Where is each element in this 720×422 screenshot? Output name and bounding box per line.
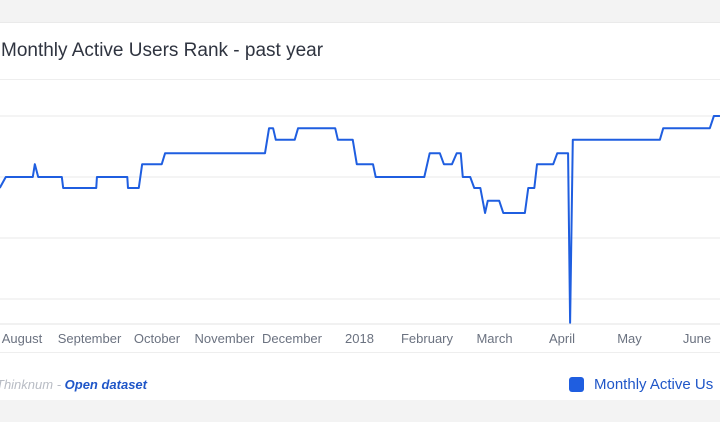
open-dataset-link[interactable]: Open dataset <box>64 377 147 392</box>
x-tick-label: September <box>58 331 122 346</box>
chart-card: Monthly Active Users Rank - past year Au… <box>0 22 720 400</box>
x-tick-label: April <box>549 331 575 346</box>
x-tick-label: November <box>195 331 256 346</box>
source-separator: - <box>53 377 65 392</box>
x-tick-label: May <box>617 331 642 346</box>
source-name: Thinknum <box>0 377 54 392</box>
x-tick-label: December <box>262 331 323 346</box>
x-tick-label: March <box>476 331 512 346</box>
x-tick-label: February <box>401 331 454 346</box>
x-tick-label: August <box>2 331 43 346</box>
x-tick-label: June <box>683 331 711 346</box>
footer-divider <box>0 352 720 353</box>
header-divider <box>0 79 720 80</box>
chart-title: Monthly Active Users Rank - past year <box>1 40 324 61</box>
legend-label: Monthly Active Us <box>594 376 714 393</box>
x-tick-label: 2018 <box>345 331 374 346</box>
legend-swatch <box>569 377 584 392</box>
source-credit: Thinknum - Open dataset <box>0 377 147 392</box>
legend-item[interactable]: Monthly Active Us <box>569 376 713 393</box>
series-line <box>0 115 720 324</box>
x-tick-label: October <box>134 331 181 346</box>
line-chart: August September October November December 20… <box>0 115 720 346</box>
